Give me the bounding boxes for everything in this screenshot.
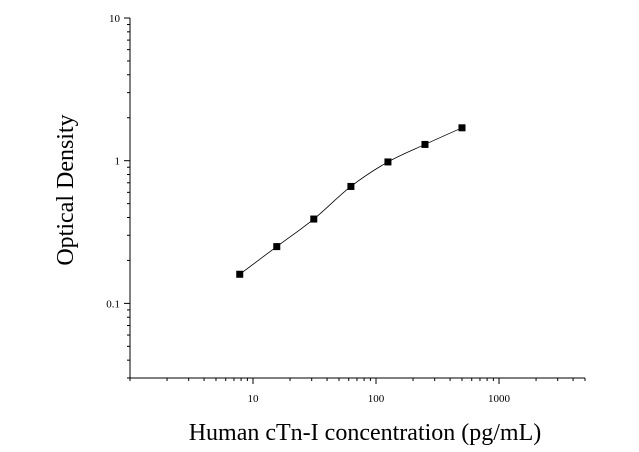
y-axis-title: Optical Density xyxy=(53,114,79,265)
data-point xyxy=(421,140,429,148)
x-tick-label: 1000 xyxy=(488,393,511,405)
y-tick-label: 0.1 xyxy=(106,298,120,310)
data-point xyxy=(384,158,392,166)
axes xyxy=(129,18,585,379)
data-point xyxy=(458,124,466,132)
data-point xyxy=(310,215,318,223)
y-tick-label: 10 xyxy=(109,13,121,25)
data-point xyxy=(273,243,281,251)
data-point xyxy=(236,270,244,278)
ticks xyxy=(124,17,586,384)
data-points xyxy=(236,124,466,278)
x-tick-label: 100 xyxy=(368,393,385,405)
x-tick-label: 10 xyxy=(248,393,260,405)
tick-labels: 10 100 1000 10 1 0.1 xyxy=(106,13,510,405)
fit-curve xyxy=(239,127,463,275)
data-point xyxy=(347,182,355,190)
y-tick-label: 1 xyxy=(115,156,121,168)
x-axis-title: Human cTn-I concentration (pg/mL) xyxy=(189,420,542,446)
